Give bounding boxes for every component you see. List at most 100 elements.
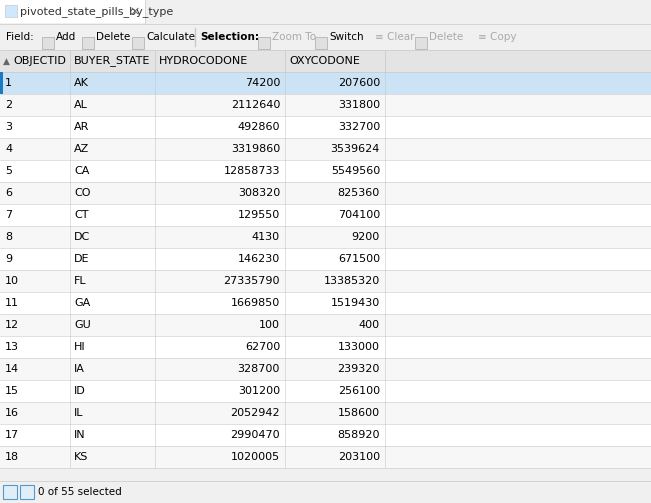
Bar bbox=[315, 37, 327, 49]
Text: CA: CA bbox=[74, 166, 89, 176]
Bar bbox=[0, 72, 3, 94]
Text: 9: 9 bbox=[5, 254, 12, 264]
Text: 1: 1 bbox=[5, 78, 12, 88]
Text: ID: ID bbox=[74, 386, 86, 396]
Text: 2052942: 2052942 bbox=[230, 408, 280, 418]
Bar bbox=[0, 481, 651, 503]
Text: 15: 15 bbox=[5, 386, 19, 396]
Bar bbox=[0, 380, 651, 402]
Text: Calculate: Calculate bbox=[146, 32, 195, 42]
Text: 1519430: 1519430 bbox=[331, 298, 380, 308]
Text: Zoom To: Zoom To bbox=[272, 32, 316, 42]
Text: 74200: 74200 bbox=[245, 78, 280, 88]
Text: 858920: 858920 bbox=[337, 430, 380, 440]
Text: 2990470: 2990470 bbox=[230, 430, 280, 440]
Text: 6: 6 bbox=[5, 188, 12, 198]
Text: 10: 10 bbox=[5, 276, 19, 286]
Bar bbox=[258, 37, 270, 49]
Bar bbox=[0, 226, 651, 248]
Bar bbox=[42, 37, 54, 49]
Text: 825360: 825360 bbox=[338, 188, 380, 198]
Bar bbox=[415, 37, 427, 49]
Text: CO: CO bbox=[74, 188, 90, 198]
Text: 27335790: 27335790 bbox=[223, 276, 280, 286]
Bar bbox=[5, 5, 17, 17]
Text: 256100: 256100 bbox=[338, 386, 380, 396]
Text: CT: CT bbox=[74, 210, 89, 220]
Text: 100: 100 bbox=[259, 320, 280, 330]
Text: 1020005: 1020005 bbox=[231, 452, 280, 462]
Text: ▲: ▲ bbox=[3, 56, 10, 65]
Text: 207600: 207600 bbox=[338, 78, 380, 88]
Text: ≡ Copy: ≡ Copy bbox=[478, 32, 516, 42]
Text: AL: AL bbox=[74, 100, 88, 110]
Text: 239320: 239320 bbox=[338, 364, 380, 374]
Text: 308320: 308320 bbox=[238, 188, 280, 198]
Text: 16: 16 bbox=[5, 408, 19, 418]
Bar bbox=[0, 138, 651, 160]
Text: 0 of 55 selected: 0 of 55 selected bbox=[38, 487, 122, 497]
Text: AZ: AZ bbox=[74, 144, 89, 154]
Text: Delete: Delete bbox=[96, 32, 130, 42]
Text: 301200: 301200 bbox=[238, 386, 280, 396]
Bar bbox=[82, 37, 94, 49]
Text: GA: GA bbox=[74, 298, 90, 308]
Bar bbox=[0, 94, 651, 116]
Text: 704100: 704100 bbox=[338, 210, 380, 220]
Text: DC: DC bbox=[74, 232, 90, 242]
Bar bbox=[0, 0, 145, 23]
Text: 13385320: 13385320 bbox=[324, 276, 380, 286]
Text: 1669850: 1669850 bbox=[230, 298, 280, 308]
Bar bbox=[3, 485, 17, 499]
Text: 4: 4 bbox=[5, 144, 12, 154]
Bar bbox=[0, 24, 651, 50]
Bar bbox=[0, 270, 651, 292]
Text: 331800: 331800 bbox=[338, 100, 380, 110]
Text: 2112640: 2112640 bbox=[230, 100, 280, 110]
Text: ×: × bbox=[130, 6, 140, 19]
Text: 133000: 133000 bbox=[338, 342, 380, 352]
Text: 7: 7 bbox=[5, 210, 12, 220]
Text: HYDROCODONE: HYDROCODONE bbox=[159, 56, 248, 66]
Text: 62700: 62700 bbox=[245, 342, 280, 352]
Text: 400: 400 bbox=[359, 320, 380, 330]
Text: 5549560: 5549560 bbox=[331, 166, 380, 176]
Text: OBJECTID: OBJECTID bbox=[13, 56, 66, 66]
Bar bbox=[132, 37, 144, 49]
Text: 332700: 332700 bbox=[338, 122, 380, 132]
Text: 5: 5 bbox=[5, 166, 12, 176]
Bar bbox=[0, 446, 651, 468]
Bar bbox=[0, 182, 651, 204]
Text: Switch: Switch bbox=[329, 32, 364, 42]
Text: 17: 17 bbox=[5, 430, 19, 440]
Text: 18: 18 bbox=[5, 452, 19, 462]
Text: 3539624: 3539624 bbox=[331, 144, 380, 154]
Text: DE: DE bbox=[74, 254, 89, 264]
Text: ≡ Clear: ≡ Clear bbox=[375, 32, 415, 42]
Text: Add: Add bbox=[56, 32, 76, 42]
Text: 14: 14 bbox=[5, 364, 19, 374]
Text: OXYCODONE: OXYCODONE bbox=[289, 56, 360, 66]
Text: 13: 13 bbox=[5, 342, 19, 352]
Text: pivoted_state_pills_by_type: pivoted_state_pills_by_type bbox=[20, 7, 173, 18]
Text: 2: 2 bbox=[5, 100, 12, 110]
Text: FL: FL bbox=[74, 276, 87, 286]
Bar bbox=[20, 485, 34, 499]
Bar bbox=[0, 248, 651, 270]
Bar bbox=[0, 314, 651, 336]
Text: 146230: 146230 bbox=[238, 254, 280, 264]
Text: AR: AR bbox=[74, 122, 89, 132]
Text: AK: AK bbox=[74, 78, 89, 88]
Text: 203100: 203100 bbox=[338, 452, 380, 462]
Bar bbox=[0, 160, 651, 182]
Bar bbox=[0, 204, 651, 226]
Text: 492860: 492860 bbox=[238, 122, 280, 132]
Text: IA: IA bbox=[74, 364, 85, 374]
Text: HI: HI bbox=[74, 342, 86, 352]
Bar bbox=[0, 402, 651, 424]
Text: Selection:: Selection: bbox=[200, 32, 259, 42]
Text: IN: IN bbox=[74, 430, 86, 440]
Text: 12858733: 12858733 bbox=[223, 166, 280, 176]
Text: KS: KS bbox=[74, 452, 89, 462]
Bar bbox=[0, 0, 651, 24]
